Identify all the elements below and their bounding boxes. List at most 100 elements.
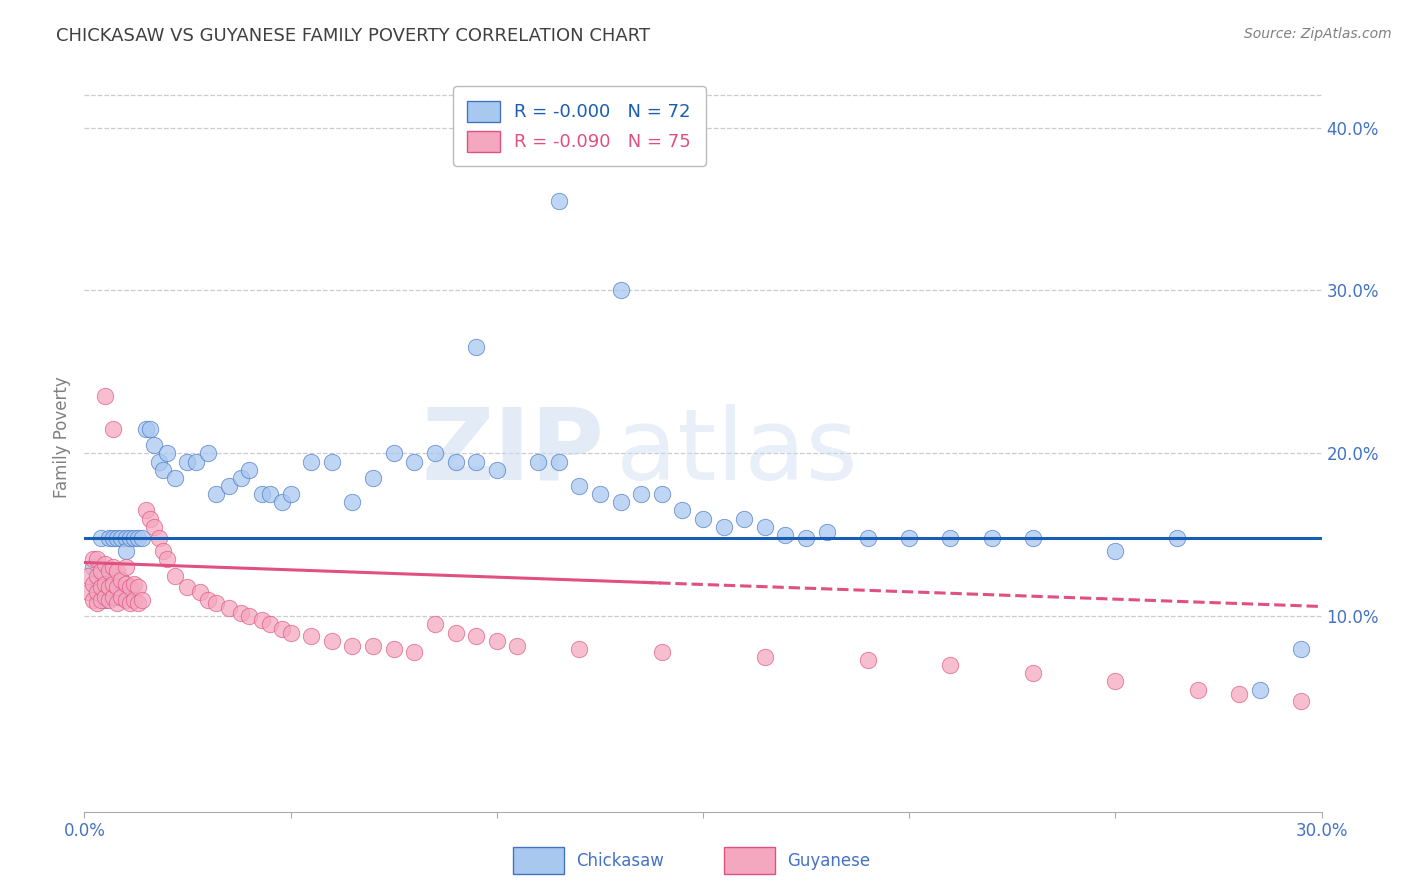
Point	[229, 471, 252, 485]
Point	[342, 495, 364, 509]
Point	[94, 593, 117, 607]
Point	[176, 454, 198, 468]
Point	[94, 590, 117, 604]
Point	[135, 503, 157, 517]
Point	[404, 645, 426, 659]
Point	[118, 531, 141, 545]
Point	[259, 617, 281, 632]
Point	[423, 446, 446, 460]
Point	[98, 580, 121, 594]
Point	[465, 341, 488, 355]
Legend: R = -0.000   N = 72, R = -0.090   N = 75: R = -0.000 N = 72, R = -0.090 N = 75	[453, 87, 706, 166]
Point	[980, 531, 1002, 545]
Point	[90, 580, 112, 594]
Point	[465, 454, 488, 468]
Text: Guyanese: Guyanese	[787, 852, 870, 870]
Text: atlas: atlas	[616, 403, 858, 500]
Point	[103, 574, 125, 588]
Point	[94, 389, 117, 403]
Point	[609, 495, 631, 509]
Point	[110, 531, 132, 545]
Point	[86, 596, 108, 610]
Point	[152, 544, 174, 558]
Point	[94, 568, 117, 582]
Point	[527, 454, 550, 468]
Point	[139, 422, 162, 436]
Point	[98, 531, 121, 545]
Point	[444, 625, 467, 640]
Point	[794, 531, 817, 545]
Point	[110, 584, 132, 599]
Point	[114, 560, 136, 574]
Point	[1289, 641, 1312, 656]
Point	[671, 503, 693, 517]
Point	[94, 557, 117, 571]
Point	[382, 641, 405, 656]
Point	[105, 564, 128, 578]
Point	[77, 584, 100, 599]
Point	[1187, 682, 1209, 697]
Point	[90, 584, 112, 599]
Point	[1022, 531, 1045, 545]
Point	[135, 422, 157, 436]
Point	[205, 596, 228, 610]
Point	[105, 596, 128, 610]
Point	[103, 560, 125, 574]
Point	[259, 487, 281, 501]
Point	[815, 524, 838, 539]
Point	[90, 531, 112, 545]
Point	[156, 446, 179, 460]
Point	[271, 622, 294, 636]
Point	[609, 284, 631, 298]
Point	[250, 613, 273, 627]
Point	[1166, 531, 1188, 545]
Point	[361, 471, 384, 485]
Point	[342, 639, 364, 653]
Point	[86, 584, 108, 599]
Point	[114, 544, 136, 558]
Point	[321, 454, 343, 468]
Point	[110, 590, 132, 604]
Point	[630, 487, 652, 501]
Point	[127, 531, 149, 545]
Point	[118, 596, 141, 610]
Point	[156, 552, 179, 566]
Point	[122, 593, 145, 607]
Point	[856, 653, 879, 667]
Point	[82, 576, 104, 591]
Point	[465, 629, 488, 643]
Point	[184, 454, 207, 468]
Point	[105, 580, 128, 594]
Point	[197, 593, 219, 607]
Point	[127, 580, 149, 594]
Point	[589, 487, 612, 501]
Point	[197, 446, 219, 460]
Point	[1227, 688, 1250, 702]
Point	[547, 194, 569, 208]
Point	[692, 511, 714, 525]
Point	[143, 519, 166, 533]
Point	[98, 593, 121, 607]
Point	[733, 511, 755, 525]
Point	[238, 463, 260, 477]
Point	[98, 564, 121, 578]
Point	[165, 568, 187, 582]
Point	[122, 576, 145, 591]
Point	[898, 531, 921, 545]
Point	[114, 576, 136, 591]
Point	[218, 601, 240, 615]
Point	[1104, 674, 1126, 689]
Point	[122, 531, 145, 545]
Text: Source: ZipAtlas.com: Source: ZipAtlas.com	[1244, 27, 1392, 41]
Point	[218, 479, 240, 493]
Point	[86, 576, 108, 591]
Point	[382, 446, 405, 460]
Point	[1249, 682, 1271, 697]
Point	[127, 596, 149, 610]
Point	[485, 463, 508, 477]
FancyBboxPatch shape	[513, 847, 564, 874]
Point	[148, 531, 170, 545]
Point	[1289, 694, 1312, 708]
Point	[713, 519, 735, 533]
Text: ZIP: ZIP	[422, 403, 605, 500]
